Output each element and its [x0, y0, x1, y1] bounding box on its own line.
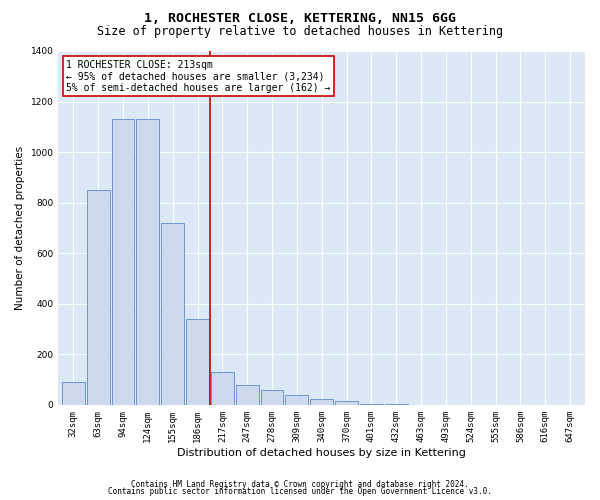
- Text: Contains public sector information licensed under the Open Government Licence v3: Contains public sector information licen…: [108, 487, 492, 496]
- Bar: [260, 390, 283, 405]
- Bar: [310, 398, 333, 405]
- Text: Size of property relative to detached houses in Kettering: Size of property relative to detached ho…: [97, 25, 503, 38]
- Text: Contains HM Land Registry data © Crown copyright and database right 2024.: Contains HM Land Registry data © Crown c…: [131, 480, 469, 489]
- Bar: [211, 372, 234, 405]
- Bar: [385, 404, 407, 405]
- Text: 1, ROCHESTER CLOSE, KETTERING, NN15 6GG: 1, ROCHESTER CLOSE, KETTERING, NN15 6GG: [144, 12, 456, 26]
- X-axis label: Distribution of detached houses by size in Kettering: Distribution of detached houses by size …: [177, 448, 466, 458]
- Bar: [286, 394, 308, 405]
- Bar: [335, 401, 358, 405]
- Bar: [186, 319, 209, 405]
- Bar: [161, 223, 184, 405]
- Bar: [62, 382, 85, 405]
- Text: 1 ROCHESTER CLOSE: 213sqm
← 95% of detached houses are smaller (3,234)
5% of sem: 1 ROCHESTER CLOSE: 213sqm ← 95% of detac…: [67, 60, 331, 93]
- Bar: [136, 119, 159, 405]
- Bar: [236, 384, 259, 405]
- Bar: [87, 190, 110, 405]
- Y-axis label: Number of detached properties: Number of detached properties: [15, 146, 25, 310]
- Bar: [360, 404, 383, 405]
- Bar: [112, 119, 134, 405]
